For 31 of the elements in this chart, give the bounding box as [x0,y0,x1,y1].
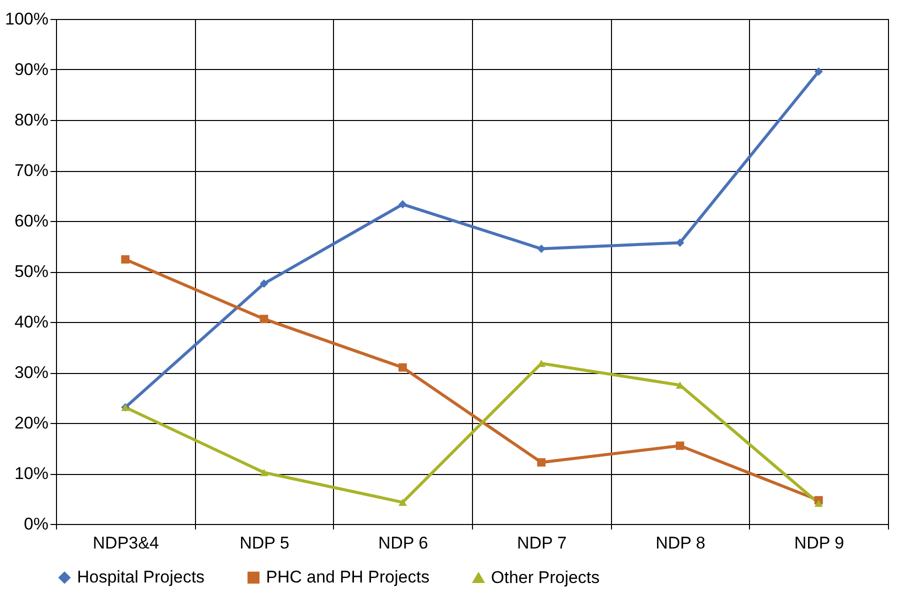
y-tick-label: 20% [14,414,48,432]
point [260,314,268,324]
point [676,442,684,450]
point [398,363,407,372]
y-tick-label: 90% [14,60,48,79]
x-tick-label: NDP 5 [240,534,290,552]
y-tick-label: 80% [14,110,48,130]
y-tick-label: 40% [14,312,48,332]
legend-label: PHC and PH Projects [266,568,430,587]
y-tick-label: 10% [14,464,48,483]
y-tick-label: 0% [24,514,48,534]
y-tick-label: 50% [14,262,48,281]
y-tick-label: 30% [14,363,48,382]
x-tick-label: NDP 7 [516,534,567,552]
x-tick-label: NDP3&4 [92,534,159,552]
x-tick-label: NDP 8 [656,534,706,552]
point [537,458,546,467]
point [260,468,268,476]
point [398,498,407,506]
legend-label: Other Projects [491,568,600,587]
y-tick-label: 100% [5,10,48,28]
point [121,255,130,264]
x-tick-label: NDP 9 [794,534,844,552]
y-tick-label: 70% [14,161,48,180]
point [814,67,823,76]
point [260,279,268,288]
y-tick-label: 60% [14,212,48,230]
legend-label: Hospital Projects [77,568,205,587]
x-tick-label: NDP 6 [378,534,428,552]
point [814,500,823,507]
point [398,200,407,209]
